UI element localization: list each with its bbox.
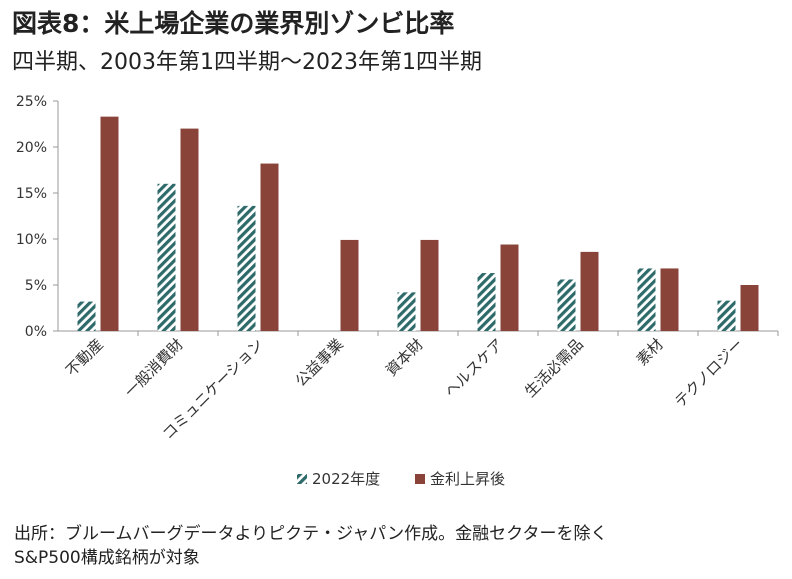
y-tick-label: 20% <box>16 140 47 156</box>
legend-swatch-2022 <box>297 474 307 484</box>
bar-2022 <box>237 205 256 331</box>
bar-2022 <box>77 301 96 331</box>
bar-after-rate-hike <box>660 268 679 331</box>
bar-after-rate-hike <box>100 116 119 331</box>
source-line-2: S&P500構成銘柄が対象 <box>14 548 200 568</box>
bar-2022 <box>157 183 176 331</box>
bar-after-rate-hike <box>580 251 599 331</box>
y-tick-label: 10% <box>16 232 47 248</box>
bar-2022 <box>557 279 576 331</box>
x-tick-label: 資本財 <box>382 335 427 380</box>
chart-subtitle: 四半期、2003年第1四半期～2023年第1四半期 <box>12 50 482 75</box>
legend-label: 金利上昇後 <box>430 470 505 488</box>
bar-2022 <box>717 300 736 331</box>
legend-label: 2022年度 <box>312 470 380 488</box>
x-tick-label: 素材 <box>633 335 667 369</box>
bar-2022 <box>477 273 496 331</box>
legend-swatch-after-rate-hike <box>415 474 425 484</box>
bar-after-rate-hike <box>180 128 199 331</box>
bar-after-rate-hike <box>420 239 439 331</box>
bar-2022 <box>637 268 656 331</box>
x-tick-label: 不動産 <box>62 335 107 380</box>
bar-after-rate-hike <box>340 239 359 331</box>
source-line-1: 出所：ブルームバーグデータよりピクテ・ジャパン作成。金融セクターを除く <box>14 524 608 544</box>
y-tick-label: 25% <box>16 94 47 110</box>
chart-title: 図表8：米上場企業の業界別ゾンビ比率 <box>12 9 455 38</box>
bar-2022 <box>397 292 416 331</box>
x-tick-label: ヘルスケア <box>441 335 507 401</box>
x-tick-label: テクノロジー <box>671 335 747 411</box>
bar-after-rate-hike <box>740 285 759 331</box>
x-tick-label: 一般消費財 <box>121 335 187 401</box>
x-tick-label: 公益事業 <box>292 335 347 390</box>
x-tick-label: 生活必需品 <box>521 335 587 401</box>
y-tick-label: 15% <box>16 186 47 202</box>
y-tick-label: 0% <box>25 324 47 340</box>
y-tick-label: 5% <box>25 278 47 294</box>
bar-after-rate-hike <box>260 163 279 331</box>
bar-after-rate-hike <box>500 244 519 331</box>
source-note: 出所：ブルームバーグデータよりピクテ・ジャパン作成。金融セクターを除く S&P5… <box>14 522 607 570</box>
